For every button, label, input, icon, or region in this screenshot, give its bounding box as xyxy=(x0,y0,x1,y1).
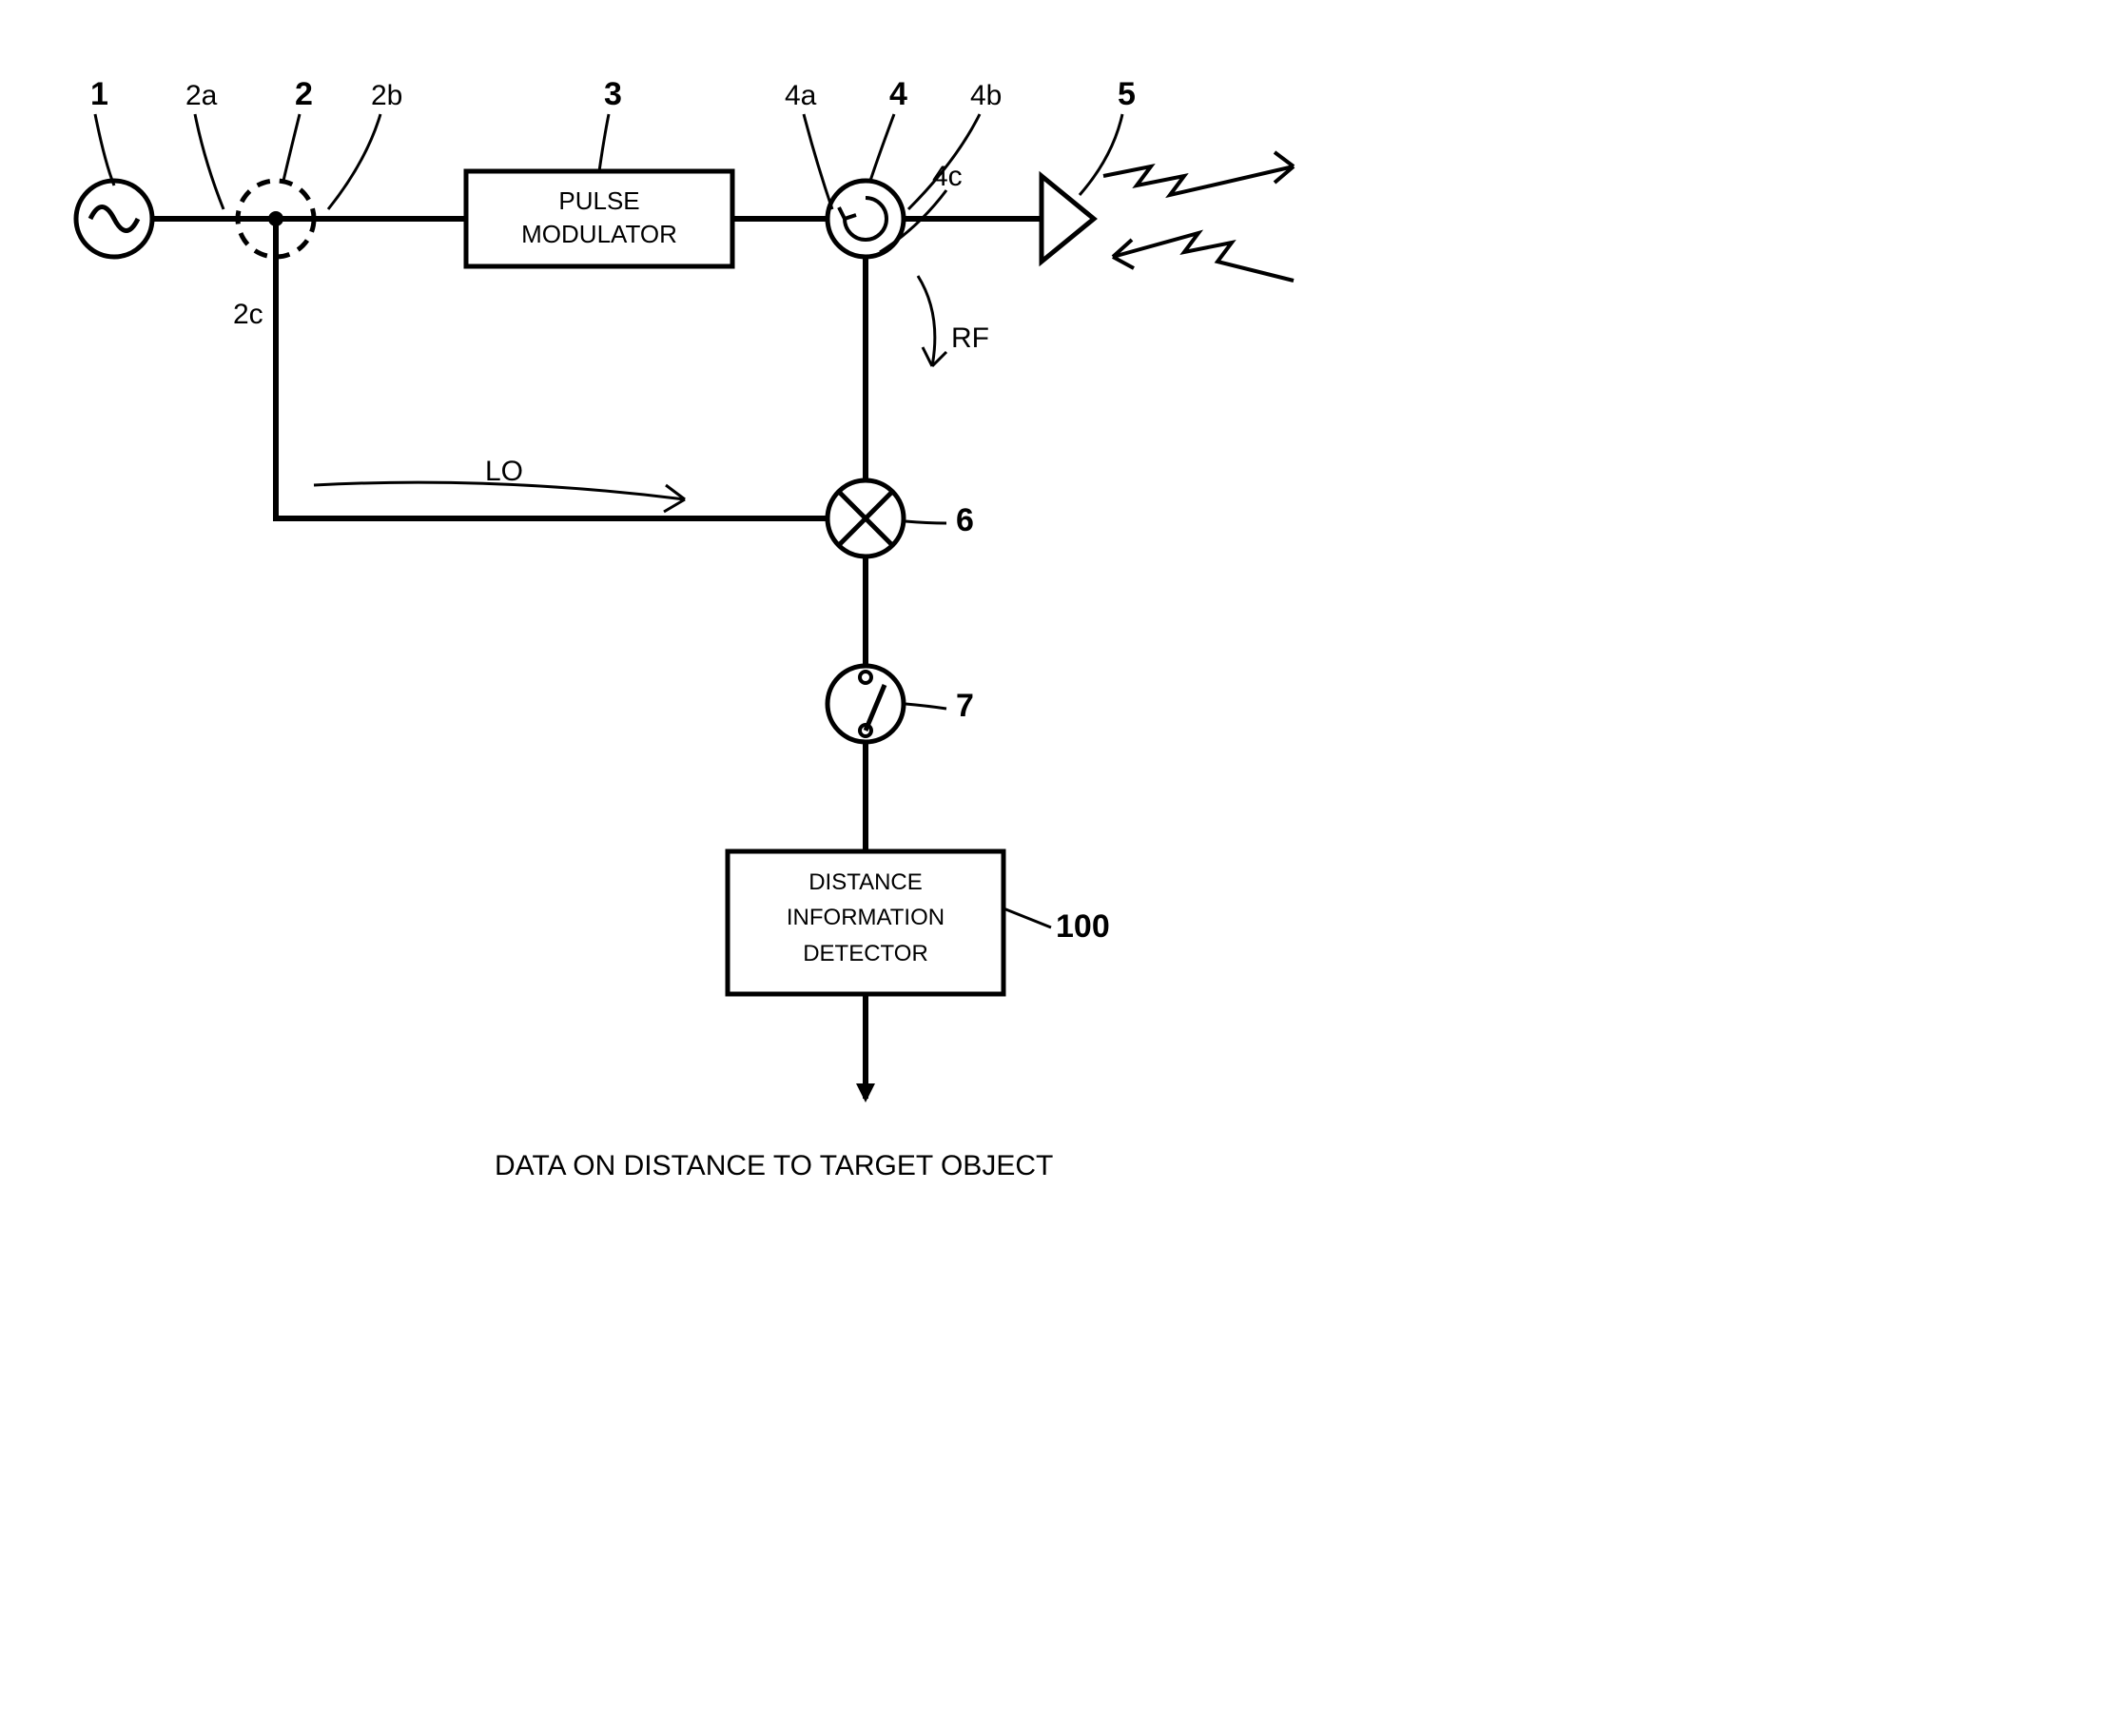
block-text-line2: MODULATOR xyxy=(521,220,677,248)
node-label: 7 xyxy=(956,688,974,724)
node-label: 6 xyxy=(956,502,974,538)
port-label: 2c xyxy=(233,299,263,330)
block-text-line1: PULSE xyxy=(558,186,639,215)
pulse-modulator-node: PULSE MODULATOR 3 xyxy=(466,76,732,266)
switch-node: 7 xyxy=(828,666,974,742)
block-text-line3: DETECTOR xyxy=(803,941,928,966)
splitter-node: 2 2a 2b 2c xyxy=(185,76,402,330)
node-label: 1 xyxy=(90,76,108,112)
mixer-node: 6 xyxy=(828,480,974,556)
oscillator-node: 1 xyxy=(76,76,152,257)
port-label: 2b xyxy=(371,80,402,111)
lo-label: LO xyxy=(485,456,523,487)
block-text-line1: DISTANCE xyxy=(808,869,923,895)
node-label: 3 xyxy=(604,76,622,112)
port-label: 2a xyxy=(185,80,218,111)
node-label: 5 xyxy=(1118,76,1136,112)
port-label: 4b xyxy=(970,80,1002,111)
rf-label: RF xyxy=(951,322,989,354)
rf-arrow xyxy=(918,276,946,366)
port-label: 4a xyxy=(785,80,817,111)
circulator-node: 4 4a 4b 4c xyxy=(785,76,1002,257)
node-label: 4 xyxy=(889,76,907,112)
detector-node: DISTANCE INFORMATION DETECTOR 100 xyxy=(728,851,1110,994)
node-label: 100 xyxy=(1056,908,1110,945)
output-label: DATA ON DISTANCE TO TARGET OBJECT xyxy=(495,1150,1053,1181)
radar-block-diagram: 1 2 2a 2b 2c PULSE MODULATOR 3 4 4a 4b 4… xyxy=(19,19,1351,1218)
node-label: 2 xyxy=(295,76,313,112)
block-text-line2: INFORMATION xyxy=(787,905,945,930)
port-label: 4c xyxy=(932,161,963,192)
